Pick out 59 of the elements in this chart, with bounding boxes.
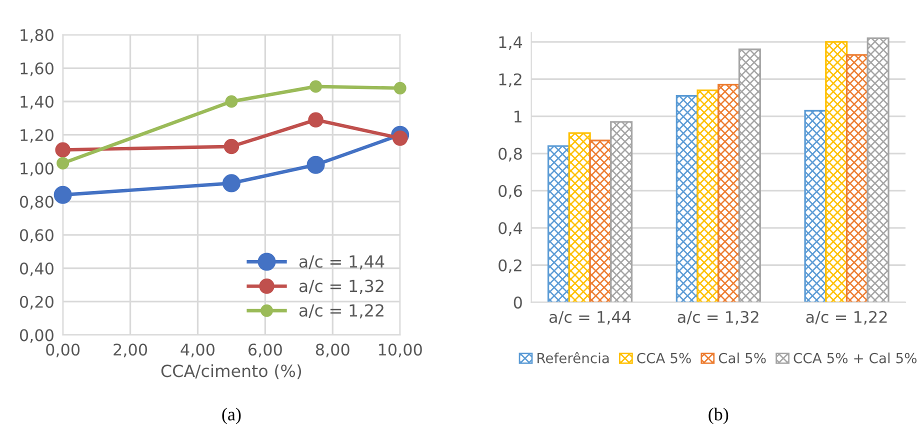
legend-label: CCA 5% + Cal 5%	[794, 352, 917, 364]
x-tick-label: 4,00	[180, 344, 214, 358]
bar	[718, 84, 740, 302]
bar	[846, 54, 868, 302]
y-tick-label: 0,40	[20, 262, 54, 276]
bar	[866, 37, 890, 302]
text: (a)	[222, 408, 241, 424]
point	[56, 156, 70, 170]
x-axis-title: CCA/cimento (%)	[161, 364, 302, 380]
text: (b)	[708, 408, 728, 424]
x-tick-label: a/c = 1,32	[678, 310, 758, 325]
y-tick-label: 1,4	[499, 36, 522, 50]
x-tick-label: 6,00	[248, 344, 282, 358]
x-tick-label: a/c = 1,44	[549, 311, 631, 325]
y-tick-label: 0,20	[20, 296, 54, 310]
bar	[676, 95, 698, 302]
bar	[568, 132, 591, 302]
y-tick-label: 0,60	[20, 229, 54, 243]
legend-label: Cal 5%	[718, 352, 766, 364]
y-tick-label: 0,6	[498, 184, 522, 199]
bar	[610, 121, 633, 302]
x-tick-label: 0,00	[46, 344, 80, 358]
legend-label: a/c = 1,32	[299, 280, 384, 294]
y-tick-label: 1,20	[20, 129, 54, 143]
point	[54, 186, 72, 204]
y-tick-label: 1,60	[20, 62, 54, 76]
point	[225, 95, 238, 108]
y-tick-label: 1,80	[20, 29, 54, 43]
legend-label: a/c = 1,44	[299, 255, 384, 270]
y-tick-label: 1	[514, 110, 522, 122]
point	[310, 80, 322, 93]
y-tick-label: 0	[514, 296, 522, 309]
bar	[589, 140, 612, 302]
point	[306, 156, 325, 174]
y-tick-label: 0,80	[20, 196, 54, 210]
y-tick-label: 1,40	[20, 96, 54, 110]
bar	[547, 145, 570, 302]
bar	[738, 48, 761, 302]
x-tick-label: 2,00	[114, 344, 148, 358]
legend-label: Referência	[538, 352, 609, 364]
bar	[825, 41, 848, 302]
point	[392, 130, 408, 146]
y-tick-label: 0,8	[498, 148, 522, 162]
bar	[804, 110, 827, 302]
point	[224, 138, 240, 154]
y-tick-label: 0,00	[20, 329, 54, 343]
y-tick-label: 0,4	[498, 222, 522, 236]
point	[222, 174, 240, 192]
bar	[696, 89, 720, 302]
y-tick-label: 1,00	[20, 162, 54, 176]
y-tick-label: 1,2	[499, 73, 522, 88]
point	[308, 112, 324, 128]
x-tick-label: 8,00	[316, 344, 350, 358]
x-tick-label: 10,00	[378, 344, 422, 358]
x-tick-label: a/c = 1,22	[806, 310, 887, 325]
legend-label: CCA 5%	[637, 352, 691, 364]
y-tick-label: 0,2	[498, 259, 522, 274]
point	[394, 82, 406, 94]
point	[55, 142, 70, 158]
